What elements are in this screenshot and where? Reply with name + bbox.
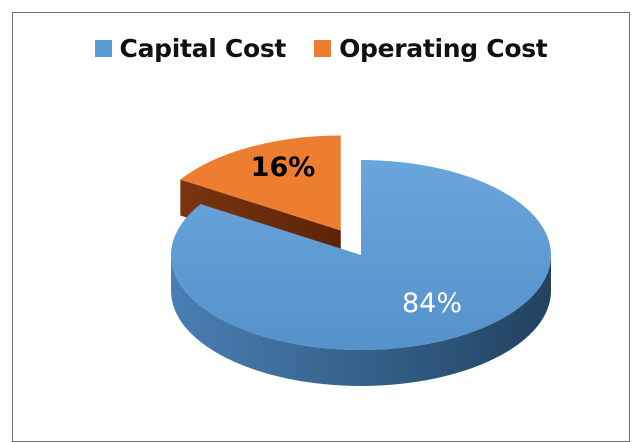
legend-item-operating-cost: Operating Cost bbox=[314, 34, 548, 63]
chart-legend: Capital Cost Operating Cost bbox=[0, 34, 642, 63]
slice-operating-cost bbox=[180, 135, 341, 231]
legend-label-capital-cost: Capital Cost bbox=[119, 34, 287, 63]
data-label-capital-cost: 84% bbox=[402, 288, 462, 319]
slice-capital-cost bbox=[171, 160, 552, 351]
pie-slices: 84% 16% bbox=[171, 135, 552, 386]
legend-swatch-capital-cost bbox=[94, 40, 112, 57]
slice-capital-cost-side bbox=[171, 255, 551, 386]
legend-swatch-operating-cost bbox=[314, 40, 332, 57]
legend-item-capital-cost: Capital Cost bbox=[94, 34, 287, 63]
pie-chart: 84% 16% bbox=[171, 135, 552, 386]
data-label-operating-cost: 16% bbox=[251, 152, 316, 183]
legend-label-operating-cost: Operating Cost bbox=[339, 34, 548, 63]
